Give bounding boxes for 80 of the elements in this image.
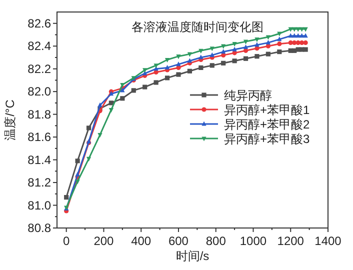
y-tick-label: 81.4 [28, 152, 52, 167]
point [64, 195, 69, 200]
y-tick-label: 81.8 [28, 107, 52, 122]
point [221, 60, 226, 66]
point [142, 84, 148, 90]
point [300, 47, 304, 52]
point [277, 49, 282, 54]
x-tick-label: 1200 [277, 234, 304, 248]
text: 各溶液温度随时间变化图 [132, 20, 264, 34]
point [243, 56, 248, 61]
point [221, 48, 226, 54]
point [210, 63, 214, 68]
point [176, 54, 181, 60]
y-tick-label: 82.2 [28, 62, 52, 76]
point [164, 58, 170, 63]
point [266, 40, 270, 44]
y-tick-label: 81.6 [28, 130, 52, 144]
y-tick-label: 82.6 [28, 16, 52, 30]
legend-label: 异丙醇+苯甲酸2 [224, 118, 310, 132]
y-tick-label: 81.2 [28, 176, 52, 190]
point [164, 76, 170, 80]
point [120, 96, 125, 101]
point [296, 33, 300, 38]
point [292, 40, 297, 45]
point [303, 47, 308, 52]
point [142, 68, 148, 73]
point [187, 68, 192, 74]
point [232, 42, 237, 47]
point [108, 100, 114, 106]
x-tick-label: 1000 [240, 234, 267, 248]
point [187, 58, 192, 63]
point [300, 33, 304, 38]
x-axis-title: 时间/s [176, 249, 210, 263]
point [75, 158, 80, 164]
point [198, 54, 204, 60]
x-tick-label: 600 [168, 234, 189, 248]
point [254, 37, 260, 42]
point [198, 65, 204, 70]
point [176, 72, 181, 77]
point [277, 36, 282, 42]
x-tick-label: 800 [206, 234, 226, 248]
y-axis-title: 温度/°C [3, 99, 17, 140]
point [210, 46, 214, 52]
point [232, 58, 237, 64]
point [98, 132, 102, 138]
point [303, 33, 308, 38]
point [277, 42, 282, 46]
point [254, 42, 260, 47]
point [75, 172, 80, 176]
x-tick-label: 0 [63, 234, 70, 248]
point [303, 40, 308, 45]
point [232, 46, 237, 52]
point [86, 156, 92, 162]
legend-label: 异丙醇+苯甲酸1 [224, 103, 310, 117]
point [243, 44, 248, 50]
point [266, 35, 270, 40]
x-tick-label: 400 [131, 234, 152, 248]
point [98, 102, 102, 108]
point [164, 64, 170, 70]
legend-label: 异丙醇+苯甲酸3 [224, 132, 310, 146]
point [210, 52, 214, 57]
point [243, 40, 248, 44]
y-tick-label: 82.0 [28, 84, 52, 99]
point [154, 64, 158, 68]
y-tick-label: 81.0 [28, 198, 52, 212]
y-tick-label: 82.4 [28, 39, 52, 54]
point [176, 61, 181, 66]
point [75, 180, 80, 184]
x-tick-label: 1400 [314, 234, 342, 248]
point [108, 108, 114, 113]
point [198, 48, 204, 54]
point [266, 52, 270, 56]
point [131, 88, 136, 93]
point [254, 54, 260, 59]
legend-label: 纯异丙醇 [224, 88, 272, 102]
point [300, 40, 304, 45]
point [154, 80, 158, 85]
point [86, 126, 92, 130]
x-tick-label: 200 [94, 234, 114, 248]
y-tick-label: 80.8 [28, 221, 52, 235]
